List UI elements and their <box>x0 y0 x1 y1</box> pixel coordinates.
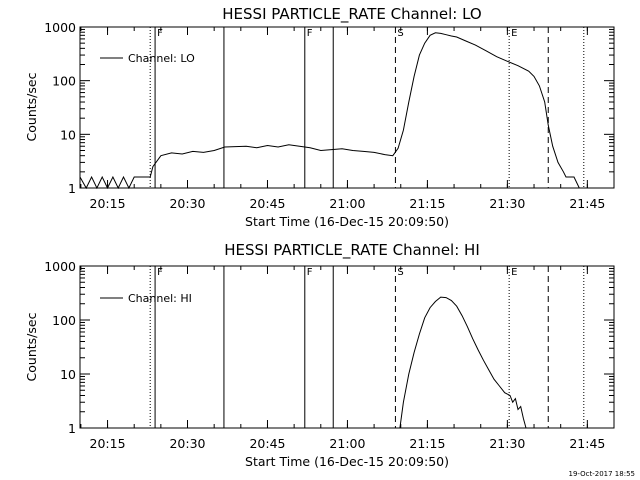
x-tick-label: 21:00 <box>329 196 365 211</box>
x-tick-label: 21:00 <box>329 436 365 451</box>
y-tick-label: 100 <box>52 313 76 328</box>
generation-timestamp: 19-Oct-2017 18:55 <box>569 470 635 478</box>
event-label: F <box>157 28 163 39</box>
y-tick-label: 1 <box>68 181 76 196</box>
x-tick-label: 20:15 <box>90 196 126 211</box>
x-tick-label: 20:45 <box>249 436 285 451</box>
y-tick-label: 100 <box>52 74 76 89</box>
legend-label-hi: Channel: HI <box>128 292 192 305</box>
y-tick-label: 10 <box>60 127 76 142</box>
event-label: F <box>307 28 313 39</box>
event-label: S <box>397 28 403 39</box>
series-line-lo <box>79 32 580 190</box>
series-line-hi <box>399 296 527 429</box>
x-tick-label: 20:30 <box>169 436 205 451</box>
x-tick-label: 21:15 <box>409 196 445 211</box>
x-axis-label-lo: Start Time (16-Dec-15 20:09:50) <box>245 214 449 229</box>
x-tick-label: 21:30 <box>489 436 525 451</box>
x-tick-label: 21:45 <box>569 196 605 211</box>
x-tick-label: 20:30 <box>169 196 205 211</box>
axis-ticks-hi: 20:15 20:30 20:45 21:00 21:15 21:30 21:45 1 10 10… <box>44 259 615 451</box>
x-tick-label: 21:15 <box>409 436 445 451</box>
event-label: S <box>397 267 403 278</box>
legend-hi: Channel: HI <box>100 292 192 305</box>
y-tick-label: 1000 <box>44 20 76 35</box>
chart-title-lo: HESSI PARTICLE_RATE Channel: LO <box>222 5 481 24</box>
event-label: E <box>511 28 517 39</box>
chart-panel-hi: HESSI PARTICLE_RATE Channel: HI Counts/s… <box>24 241 615 469</box>
x-tick-label: 21:30 <box>489 196 525 211</box>
y-tick-label: 1 <box>68 421 76 436</box>
x-tick-label: 20:15 <box>90 436 126 451</box>
y-axis-label-hi: Counts/sec <box>24 312 39 381</box>
legend-lo: Channel: LO <box>100 52 195 65</box>
chart-panel-lo: HESSI PARTICLE_RATE Channel: LO Counts/s… <box>24 5 615 229</box>
event-label: E <box>511 267 517 278</box>
event-label: F <box>157 267 163 278</box>
y-tick-label: 1000 <box>44 259 76 274</box>
y-tick-label: 10 <box>60 367 76 382</box>
y-axis-label-lo: Counts/sec <box>24 72 39 141</box>
x-tick-label: 20:45 <box>249 196 285 211</box>
legend-label-lo: Channel: LO <box>128 52 195 65</box>
chart-title-hi: HESSI PARTICLE_RATE Channel: HI <box>224 241 480 260</box>
axis-ticks-lo: 20:15 20:30 20:45 21:00 21:15 21:30 21:45 1 10 10… <box>44 20 615 211</box>
x-tick-label: 21:45 <box>569 436 605 451</box>
event-label: F <box>307 267 313 278</box>
x-axis-label-hi: Start Time (16-Dec-15 20:09:50) <box>245 454 449 469</box>
